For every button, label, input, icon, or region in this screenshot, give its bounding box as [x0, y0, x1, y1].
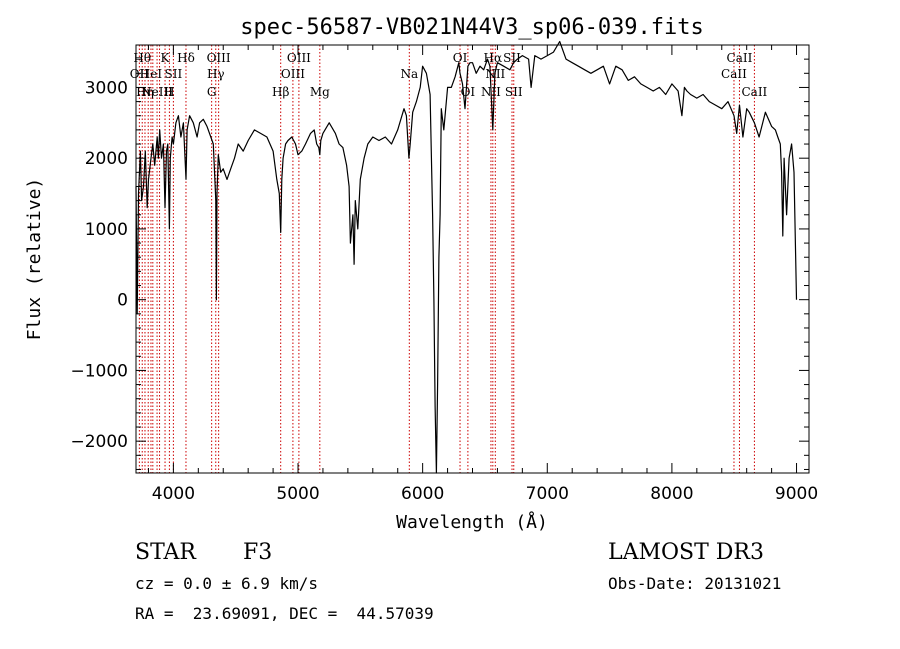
- y-axis-label: Flux (relative): [24, 178, 45, 341]
- line-label-14: OIII: [207, 51, 231, 65]
- y-tick-label-5: 3000: [85, 78, 128, 98]
- line-label-18: Mg: [310, 85, 330, 99]
- x-tick-label-5: 9000: [775, 484, 818, 504]
- y-tick-label-0: −2000: [70, 432, 128, 452]
- line-label-23: Hα: [484, 51, 503, 65]
- survey-name: LAMOST DR3: [608, 540, 764, 565]
- line-label-16: OIII: [281, 67, 305, 81]
- line-label-27: CaII: [721, 67, 747, 81]
- line-label-17: OIII: [287, 51, 311, 65]
- x-tick-label-2: 6000: [401, 484, 444, 504]
- line-label-29: CaII: [741, 85, 767, 99]
- y-tick-label-1: −1000: [70, 361, 128, 381]
- observation-date: Obs-Date: 20131021: [608, 574, 782, 593]
- line-label-11: Hδ: [177, 51, 195, 65]
- line-label-10: SII: [165, 67, 183, 81]
- y-tick-label-4: 2000: [85, 149, 128, 169]
- line-label-19: Na: [400, 67, 418, 81]
- line-label-4: HeI: [140, 67, 163, 81]
- redshift-cz: cz = 0.0 ± 6.9 km/s: [135, 574, 319, 593]
- x-axis: 4000 5000 6000 7000 8000 9000: [147, 45, 818, 504]
- line-label-15: Hβ: [272, 85, 289, 99]
- x-tick-label-0: 4000: [152, 484, 195, 504]
- line-label-26: SII: [505, 85, 523, 99]
- y-tick-label-3: 1000: [85, 220, 128, 240]
- x-tick-label-4: 8000: [650, 484, 693, 504]
- y-tick-label-2: 0: [117, 291, 128, 311]
- line-label-1: Hθ: [133, 51, 151, 65]
- line-label-22: NII: [481, 85, 501, 99]
- line-label-13: Hγ: [207, 67, 225, 81]
- plot-frame: [135, 44, 810, 474]
- spectrum-line: [135, 40, 798, 474]
- line-label-8: K: [161, 51, 171, 65]
- line-label-20: OI: [453, 51, 468, 65]
- chart-title: spec-56587-VB021N44V3_sp06-039.fits: [240, 15, 704, 40]
- line-label-9: H: [164, 85, 174, 99]
- object-subclass: F3: [243, 540, 273, 565]
- line-label-25: SII: [503, 51, 521, 65]
- x-axis-label: Wavelength (Å): [396, 511, 548, 533]
- x-tick-label-3: 7000: [526, 484, 569, 504]
- coordinates: RA = 23.69091, DEC = 44.57039: [135, 604, 434, 623]
- object-class: STAR: [135, 540, 196, 565]
- line-label-6: NeIII: [141, 85, 173, 99]
- line-label-24: NII: [485, 67, 505, 81]
- line-label-28: CaII: [727, 51, 753, 65]
- line-label-21: OI: [461, 85, 476, 99]
- line-label-0: OII: [130, 67, 150, 81]
- line-label-12: G: [207, 85, 217, 99]
- line-label-2: Hη: [136, 85, 154, 99]
- spectral-line-labels: OII Hθ Hη HeI NeIII K H SII Hδ G Hγ OIII Hβ OIII OIII M…: [130, 51, 768, 99]
- x-tick-label-1: 5000: [276, 484, 319, 504]
- y-axis: −2000 −1000 0 1000 2000 3000: [70, 44, 809, 470]
- spectral-line-markers: [138, 45, 755, 473]
